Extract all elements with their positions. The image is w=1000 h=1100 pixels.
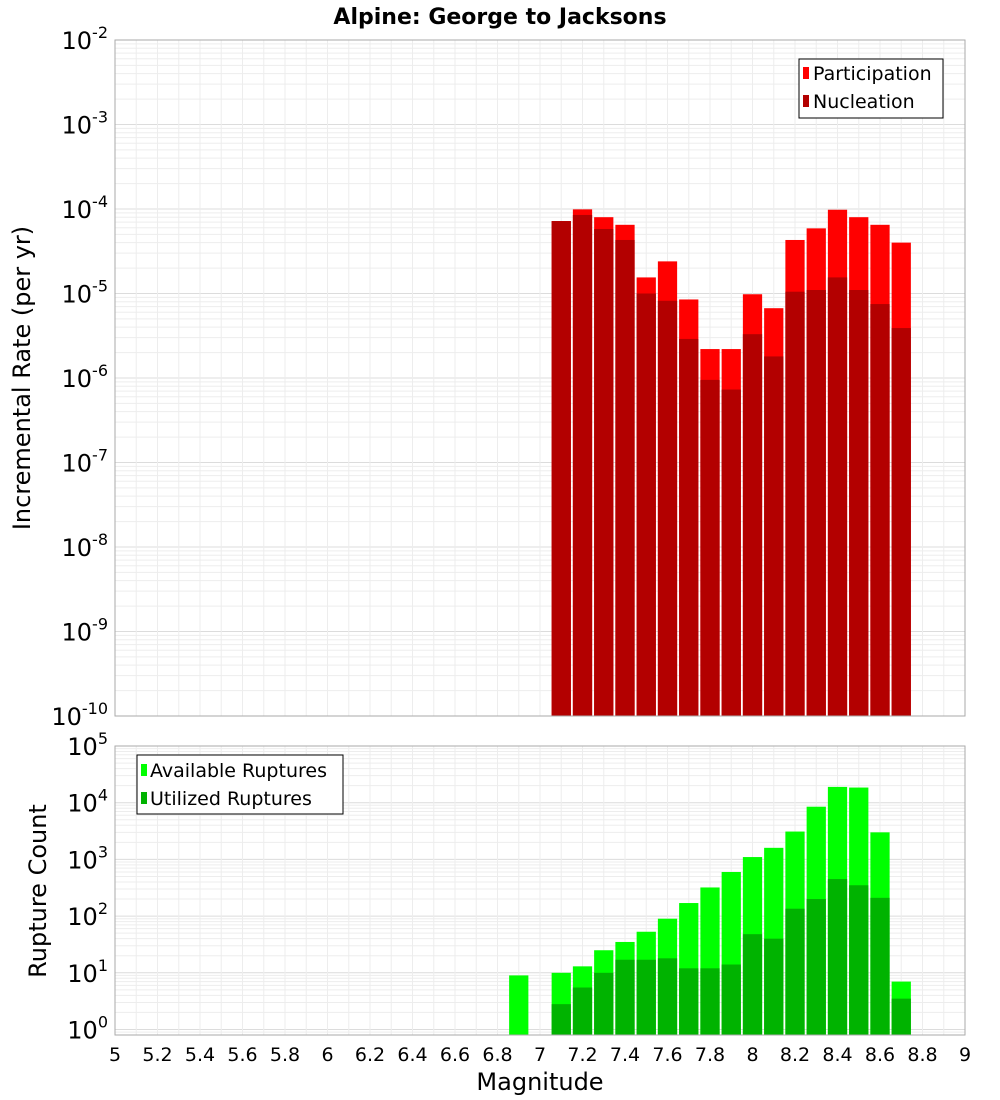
legend-available-swatch [141,764,147,776]
top-y-tick-label: 10-7 [62,446,109,478]
x-tick-label: 6 [321,1044,333,1066]
bot-bar-series2 [742,934,763,1035]
top-y-tick-label: 10-5 [62,277,109,309]
top-bar-series2 [785,291,805,716]
chart-title: Alpine: George to Jacksons [333,5,666,30]
legend-nucleation-swatch [803,95,809,107]
top-y-tick-label: 10-2 [62,23,109,55]
bot-bar-series2 [806,899,826,1035]
bot-y-tick-label: 105 [67,729,108,761]
legend-participation-label: Participation [813,63,932,85]
top-bar-series2 [849,290,869,716]
bot-bar-series2 [636,959,656,1035]
legend-utilized-label: Utilized Ruptures [150,788,312,810]
x-tick-label: 7.2 [567,1044,597,1066]
x-tick-label: 5 [109,1044,121,1066]
bot-bar-series2 [870,897,890,1035]
top-y-tick-label: 10-8 [62,530,109,562]
bottom-y-tick-labels: 100 101 102 103 104 105 [67,729,108,1045]
x-tick-label: 6.6 [440,1044,470,1066]
top-y-tick-label: 10-6 [62,361,109,393]
top-bar-series2 [721,389,741,716]
bot-bar-series2 [785,908,805,1035]
x-tick-label: 9 [959,1044,971,1066]
bottom-bars [509,786,911,1035]
top-y-tick-label: 10-10 [51,699,108,731]
top-bar-series2 [594,228,614,716]
bot-bar-series2 [721,964,741,1035]
top-bar-series2 [806,290,826,716]
top-bar-series2 [572,214,593,716]
top-legend-box [798,58,944,119]
top-y-tick-label: 10-4 [62,192,109,224]
bot-y-tick-label: 103 [67,842,108,874]
x-tick-label: 8.8 [907,1044,937,1066]
x-tick-label: 6.2 [355,1044,385,1066]
top-bar-series2 [870,304,890,716]
top-legend: Participation Nucleation [798,58,944,119]
x-tick-label: 7.6 [652,1044,682,1066]
bottom-plot-frame [114,745,966,1036]
x-axis-label: Magnitude [476,1068,603,1096]
x-tick-label: 8.6 [865,1044,895,1066]
bot-bar-series2 [572,987,593,1035]
bot-bar-series2 [849,885,869,1035]
top-y-tick-labels: 10-10 10-9 10-8 10-7 10-6 10-5 10-4 10-3 10-2 [51,23,108,731]
top-bar-series2 [636,293,656,716]
legend-nucleation-label: Nucleation [813,91,915,113]
bottom-legend-box [136,754,344,815]
top-bar-series2 [764,356,784,716]
top-bar-series2 [700,379,720,716]
x-tick-label: 5.8 [270,1044,300,1066]
x-tick-label: 6.8 [482,1044,512,1066]
top-panel: 10-10 10-9 10-8 10-7 10-6 10-5 10-4 10-3 10-2 In… [8,23,966,731]
x-tick-label: 6.4 [397,1044,427,1066]
bot-bar-series2 [615,959,635,1035]
bot-bar-series2 [827,879,848,1035]
bot-y-tick-label: 104 [67,786,108,818]
bot-bar-series2 [891,998,911,1035]
bottom-panel: 100 101 102 103 104 105 Rupture Count Availab… [24,729,966,1045]
bottom-y-axis-label: Rupture Count [24,804,52,978]
x-tick-label: 5.6 [227,1044,257,1066]
legend-utilized-swatch [141,792,147,804]
legend-participation-swatch [803,67,809,79]
bottom-legend: Available Ruptures Utilized Ruptures [136,754,344,815]
bot-y-tick-label: 100 [67,1013,108,1045]
bot-y-tick-label: 102 [67,899,108,931]
top-bar-series2 [827,277,848,716]
top-y-axis-label: Incremental Rate (per yr) [8,226,36,530]
top-bar-series2 [679,338,699,716]
x-tick-label: 5.4 [185,1044,215,1066]
bot-y-tick-label: 101 [67,956,108,988]
top-bar-series2 [657,300,678,716]
bot-bar-series1 [509,975,529,1035]
x-tick-label: 8.4 [822,1044,852,1066]
bot-bar-series2 [679,968,699,1035]
bot-bar-series2 [700,968,720,1035]
bot-bar-series2 [764,938,784,1035]
x-tick-labels: 5 5.2 5.4 5.6 5.8 6 6.2 6.4 6.6 6.8 7 7.2 7.4 7.6 7.8 8… [109,1044,971,1066]
top-plot-frame [114,39,966,717]
top-bar-series2 [551,221,571,716]
x-tick-label: 7.8 [695,1044,725,1066]
bot-bar-series2 [551,1004,571,1035]
x-tick-label: 5.2 [142,1044,172,1066]
top-y-tick-label: 10-9 [62,615,109,647]
x-tick-label: 7 [534,1044,546,1066]
top-y-tick-label: 10-3 [62,108,109,140]
top-bars [551,209,911,717]
top-bar-series2 [742,334,763,716]
bot-bar-series2 [657,958,678,1035]
x-tick-label: 8 [746,1044,758,1066]
x-tick-label: 7.4 [610,1044,640,1066]
bot-bar-series2 [594,972,614,1035]
x-tick-label: 8.2 [780,1044,810,1066]
top-bar-series2 [891,328,911,716]
top-bar-series2 [615,239,635,716]
legend-available-label: Available Ruptures [150,760,327,782]
